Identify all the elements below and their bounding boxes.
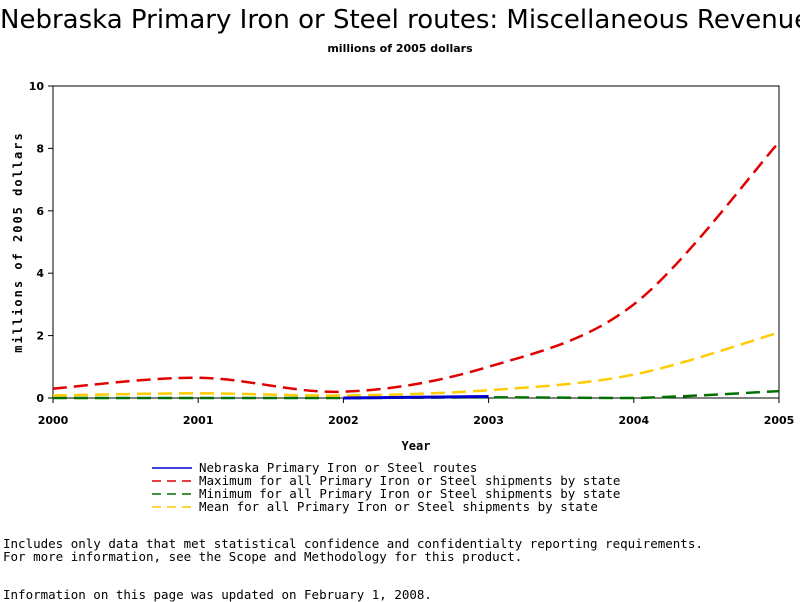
x-axis-title: Year	[402, 439, 431, 453]
footnote-updated: Information on this page was updated on …	[3, 587, 432, 602]
x-tick-label: 2000	[38, 414, 69, 427]
x-tick-label: 2001	[183, 414, 214, 427]
series-maximum-line	[52, 141, 780, 394]
legend-minimum-label: Minimum for all Primary Iron or Steel sh…	[199, 486, 620, 501]
y-tick-label: 10	[29, 80, 45, 93]
y-axis-title: millions of 2005 dollars	[11, 131, 25, 352]
footnote-confidence: Includes only data that met statistical …	[3, 536, 703, 551]
x-tick-label: 2003	[473, 414, 504, 427]
x-tick-label: 2005	[764, 414, 795, 427]
y-tick-label: 0	[36, 392, 44, 405]
y-tick-label: 2	[36, 330, 44, 343]
y-tick-label: 4	[36, 267, 44, 280]
chart-title: Nebraska Primary Iron or Steel routes: M…	[0, 5, 800, 35]
legend-nebraska-label: Nebraska Primary Iron or Steel routes	[199, 460, 477, 475]
x-tick-label: 2002	[328, 414, 359, 427]
y-tick-label: 6	[36, 205, 44, 218]
x-tick-label: 2004	[618, 414, 649, 427]
legend-mean-label: Mean for all Primary Iron or Steel shipm…	[199, 499, 598, 514]
series-nebraska-line	[343, 394, 489, 400]
series-mean-line	[52, 331, 780, 397]
plot-frame	[52, 85, 780, 399]
chart-subtitle: millions of 2005 dollars	[327, 42, 473, 55]
y-tick-label: 8	[36, 142, 44, 155]
legend-maximum-label: Maximum for all Primary Iron or Steel sh…	[199, 473, 620, 488]
footnote-methodology: For more information, see the Scope and …	[3, 549, 523, 564]
